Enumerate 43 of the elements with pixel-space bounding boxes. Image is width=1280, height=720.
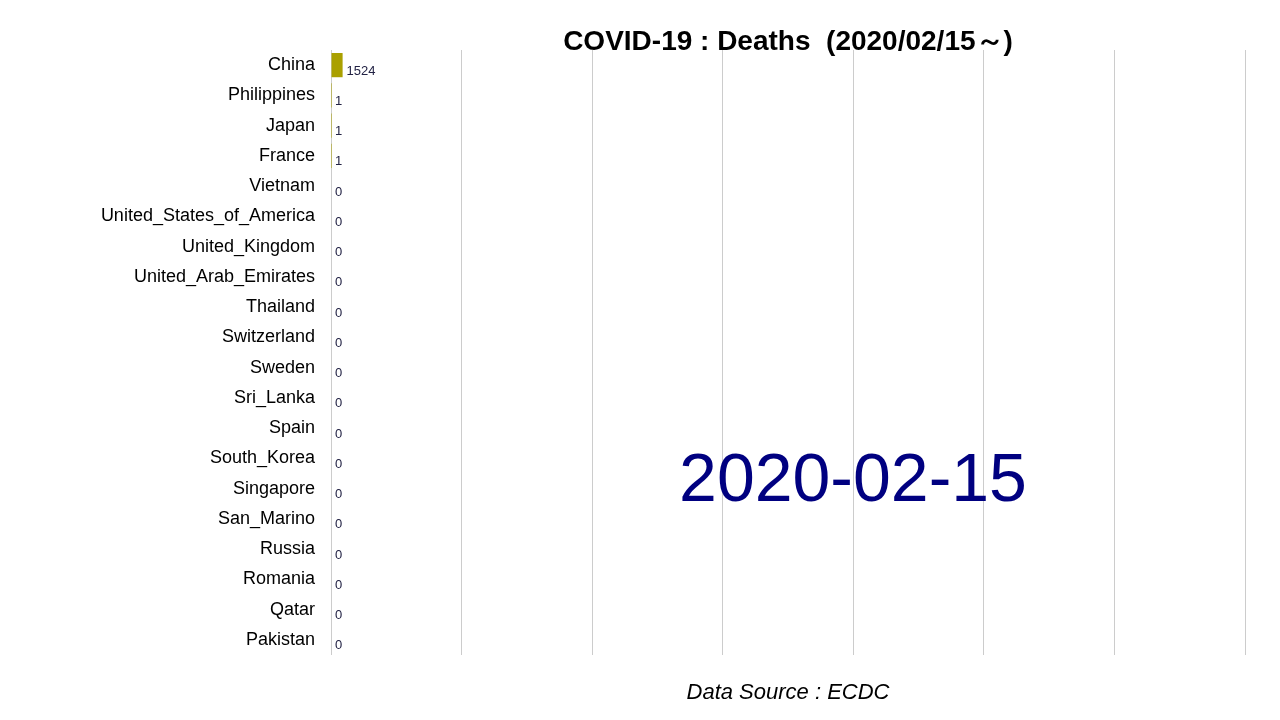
y-tick-label: San_Marino xyxy=(217,507,315,529)
y-tick-label: Sweden xyxy=(249,356,315,377)
y-tick-label: Thailand xyxy=(245,296,315,317)
y-tick-label: Spain xyxy=(268,417,315,438)
y-tick-label: United_States_of_America xyxy=(100,205,316,227)
y-tick-label: Vietnam xyxy=(249,175,315,196)
data-label: 0 xyxy=(335,183,343,199)
data-label: 0 xyxy=(335,637,343,653)
data-label: 0 xyxy=(335,486,343,502)
y-tick-label: Russia xyxy=(259,538,316,559)
y-tick-label: Singapore xyxy=(232,477,315,498)
data-label: 0 xyxy=(335,576,343,592)
data-label: 0 xyxy=(335,304,343,320)
y-tick-label: Romania xyxy=(242,568,316,589)
y-tick-label: United_Kingdom xyxy=(181,235,315,257)
data-label: 0 xyxy=(335,607,343,623)
data-label: 1 xyxy=(335,153,343,169)
text: 2020-02-15 xyxy=(679,438,1027,515)
data-label: 1 xyxy=(335,123,343,139)
source-note: Data Source : ECDC xyxy=(686,679,890,705)
y-tick-label: Switzerland xyxy=(221,326,315,347)
text: COVID-19 : Deaths (2020/02/15～) xyxy=(563,24,1013,56)
y-tick-label: United_Arab_Emirates xyxy=(133,265,315,287)
y-tick-label: South_Korea xyxy=(209,447,316,469)
y-tick-label: Sri_Lanka xyxy=(233,386,316,408)
data-label: 1 xyxy=(335,92,343,108)
data-label: 0 xyxy=(335,334,343,350)
data-label: 1524 xyxy=(346,62,376,78)
y-tick-label: Philippines xyxy=(227,84,315,105)
data-label: 0 xyxy=(335,244,343,260)
data-label: 0 xyxy=(335,365,343,381)
y-tick-label: France xyxy=(258,144,315,165)
data-label: 0 xyxy=(335,546,343,562)
data-label: 0 xyxy=(335,455,343,471)
data-label: 0 xyxy=(335,274,343,290)
y-tick-label: Qatar xyxy=(269,598,315,619)
data-label: 0 xyxy=(335,425,343,441)
y-tick-label: Pakistan xyxy=(245,628,315,649)
data-label: 0 xyxy=(335,213,343,229)
y-tick-label: Japan xyxy=(265,114,315,135)
y-tick-label: China xyxy=(267,54,316,75)
data-label: 0 xyxy=(335,516,343,532)
data-label: 0 xyxy=(335,395,343,411)
